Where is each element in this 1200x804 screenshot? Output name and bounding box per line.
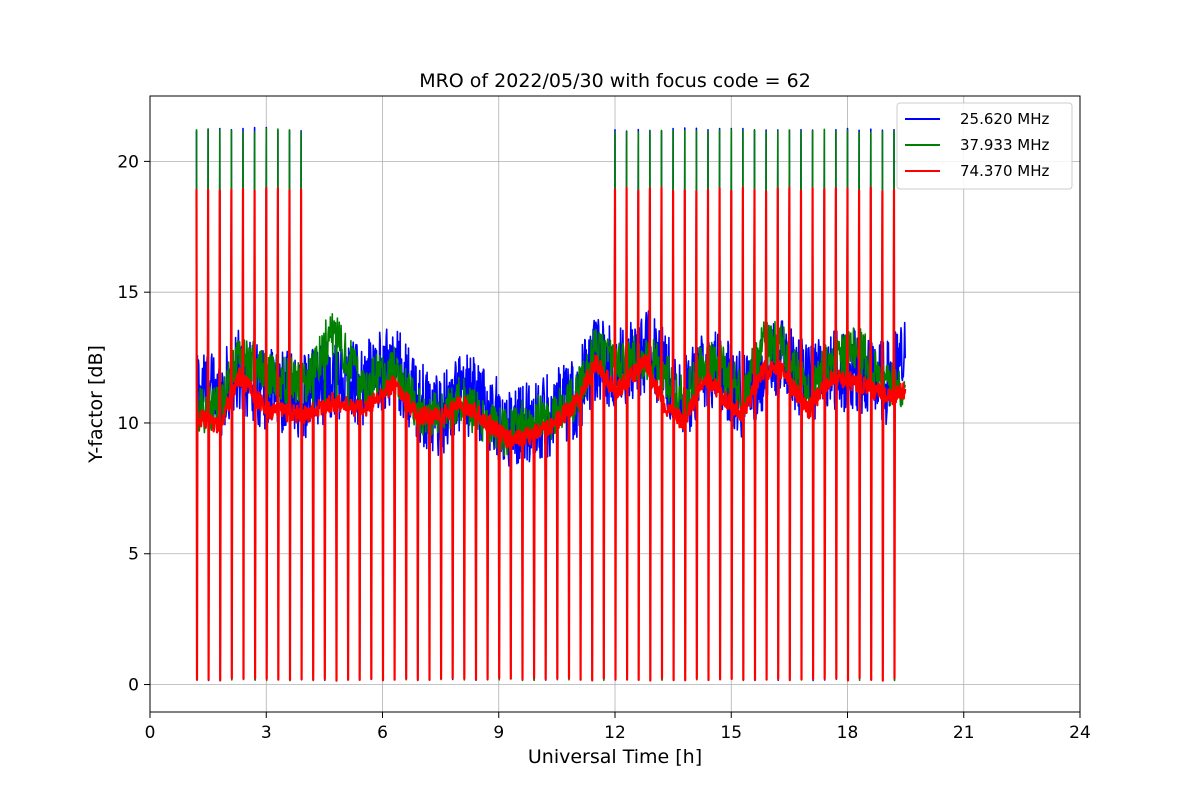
- chart-title: MRO of 2022/05/30 with focus code = 62: [419, 70, 811, 92]
- legend: 25.620 MHz 37.933 MHz 74.370 MHz: [896, 102, 1073, 190]
- legend-entries: 25.620 MHz 37.933 MHz 74.370 MHz: [905, 110, 1049, 180]
- x-tick-label: 18: [837, 723, 859, 743]
- y-tick-label: 20: [117, 152, 139, 172]
- x-tick-label: 9: [493, 723, 504, 743]
- x-tick-label: 15: [720, 723, 742, 743]
- legend-label: 25.620 MHz: [960, 110, 1049, 128]
- x-tick-label: 3: [261, 723, 272, 743]
- y-tick-label: 15: [117, 283, 139, 303]
- legend-label: 37.933 MHz: [960, 136, 1049, 154]
- legend-frame: [896, 102, 1073, 190]
- x-tick-label: 6: [377, 723, 388, 743]
- x-tick-label: 24: [1069, 723, 1091, 743]
- y-tick-label: 0: [128, 676, 139, 696]
- x-tick-label: 21: [953, 723, 975, 743]
- legend-label: 74.370 MHz: [960, 162, 1049, 180]
- series-line-3: [195, 186, 907, 682]
- series-lines: [195, 126, 907, 682]
- y-tick-label: 10: [117, 414, 139, 434]
- x-axis-label: Universal Time [h]: [528, 746, 702, 768]
- y-axis-label: Y-factor [dB]: [85, 345, 107, 464]
- axis-ticks: 0 3 6 9 12 15 18 21 24 0 5 10 15 20: [117, 152, 1090, 743]
- x-tick-label: 12: [604, 723, 626, 743]
- x-tick-label: 0: [145, 723, 156, 743]
- y-tick-label: 5: [128, 545, 139, 565]
